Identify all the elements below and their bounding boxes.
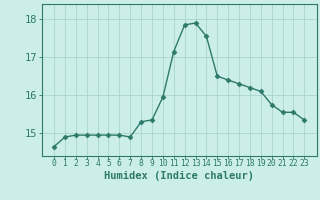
X-axis label: Humidex (Indice chaleur): Humidex (Indice chaleur) <box>104 171 254 181</box>
